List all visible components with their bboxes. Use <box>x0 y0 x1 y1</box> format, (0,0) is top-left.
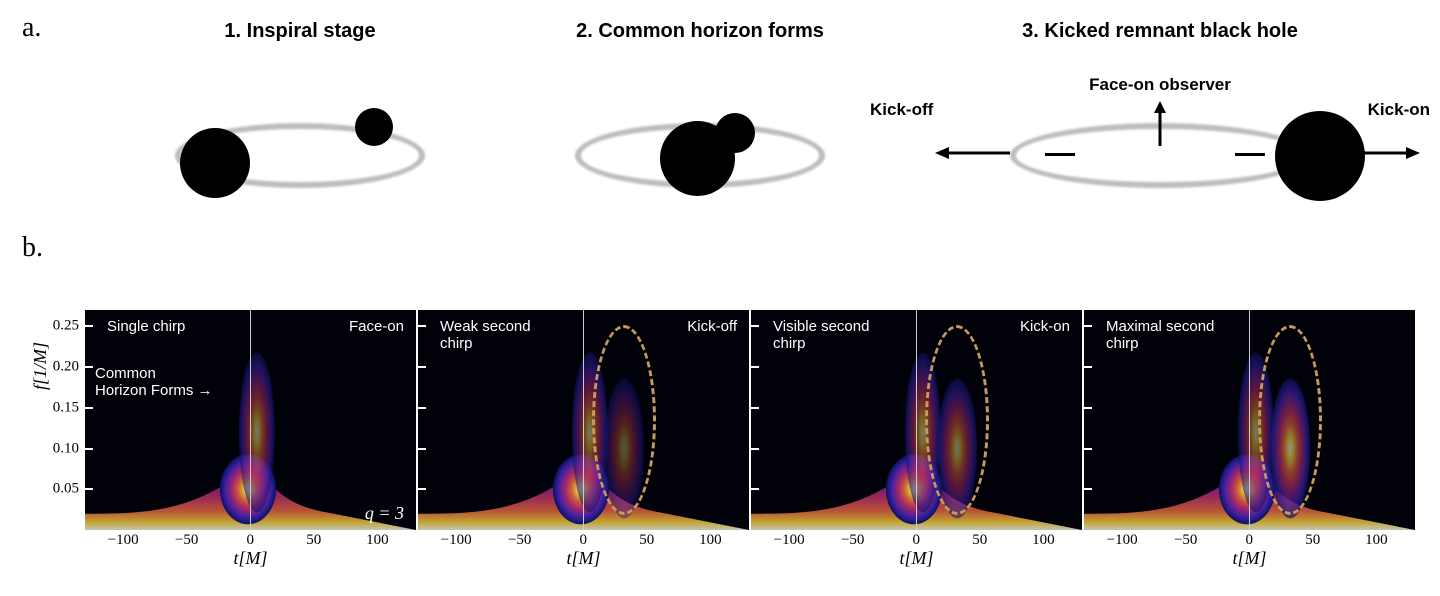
second-chirp-ellipse <box>592 325 656 515</box>
kick-off-label: Kick-off <box>870 100 933 120</box>
xtick-label: 100 <box>699 532 722 549</box>
panel-top-left-label: Weak second chirp <box>440 318 531 352</box>
panel-b: Single chirp Face-on Common Horizon Forms … <box>85 310 1415 570</box>
panel-top-right-label: Face-on <box>349 318 404 335</box>
xtick-label: 50 <box>1305 532 1320 549</box>
panel-b-label: b. <box>22 232 43 264</box>
orbit-dash-left <box>1045 153 1075 156</box>
x-axis-label: t[M] <box>233 548 267 569</box>
ytick-mark <box>1084 448 1092 450</box>
panel-top-right-label: Kick-on <box>1020 318 1070 335</box>
xtick-label: 100 <box>1365 532 1388 549</box>
kick-off-arrow <box>935 143 1015 163</box>
spectrogram-panel-3: Maximal second chirp−100−50050100t[M] <box>1084 310 1415 530</box>
xtick-label: 0 <box>913 532 921 549</box>
ytick-mark <box>1084 407 1092 409</box>
spectrogram-panel-2: Visible second chirpKick-on−100−50050100… <box>751 310 1082 530</box>
ytick-mark <box>418 488 426 490</box>
ytick-mark <box>418 407 426 409</box>
spectrogram-panel-0: Single chirp Face-on Common Horizon Forms … <box>85 310 416 530</box>
panel-top-left-label: Single chirp <box>107 318 185 335</box>
ytick-mark <box>751 366 759 368</box>
x-axis-label: t[M] <box>899 548 933 569</box>
xtick-label: 0 <box>1246 532 1254 549</box>
xtick-label: −100 <box>774 532 805 549</box>
ytick-mark <box>85 366 93 368</box>
kick-on-label: Kick-on <box>1368 100 1430 120</box>
panel-a: 1. Inspiral stage 2. Common horizon form… <box>100 20 1420 220</box>
stage-common-horizon: 2. Common horizon forms <box>500 20 900 220</box>
ytick-mark <box>1084 366 1092 368</box>
xtick-label: −100 <box>441 532 472 549</box>
panel-top-left-label: Maximal second chirp <box>1106 318 1214 352</box>
stage-inspiral: 1. Inspiral stage <box>100 20 500 220</box>
xtick-label: −50 <box>508 532 531 549</box>
second-chirp-ellipse <box>925 325 989 515</box>
ytick-mark <box>751 407 759 409</box>
xtick-label: −50 <box>1174 532 1197 549</box>
common-horizon-label: Common Horizon Forms → <box>95 365 213 399</box>
ytick-mark <box>1084 325 1092 327</box>
ytick-mark <box>751 488 759 490</box>
second-chirp-ellipse <box>1258 325 1322 515</box>
stage-3-diagram <box>990 73 1330 193</box>
black-hole-remnant <box>1275 111 1365 201</box>
panel-top-left-label: Visible second chirp <box>773 318 869 352</box>
ytick-mark <box>751 448 759 450</box>
stage-2-title: 2. Common horizon forms <box>500 20 900 43</box>
face-on-arrow <box>1145 101 1175 151</box>
spectrogram-panel-1: Weak second chirpKick-off−100−50050100t[… <box>418 310 749 530</box>
ytick-mark <box>418 448 426 450</box>
xtick-label: 0 <box>580 532 588 549</box>
ytick-label: 0.25 <box>53 318 79 335</box>
y-axis-label: f[1/M] <box>30 342 51 390</box>
t-zero-line <box>583 310 584 530</box>
xtick-label: −100 <box>1107 532 1138 549</box>
xtick-label: −100 <box>108 532 139 549</box>
black-hole-small <box>355 108 393 146</box>
stage-kicked-remnant: 3. Kicked remnant black hole Face-on obs… <box>900 20 1420 220</box>
ytick-mark <box>85 325 93 327</box>
stage-2-diagram <box>560 73 840 193</box>
xtick-label: 50 <box>639 532 654 549</box>
xtick-label: 100 <box>366 532 389 549</box>
black-hole-large <box>180 128 250 198</box>
ytick-mark <box>418 325 426 327</box>
xtick-label: 50 <box>306 532 321 549</box>
ytick-mark <box>85 448 93 450</box>
ytick-mark <box>85 488 93 490</box>
ytick-mark <box>1084 488 1092 490</box>
xtick-label: 0 <box>247 532 255 549</box>
stage-1-diagram <box>160 73 440 193</box>
xtick-label: 100 <box>1032 532 1055 549</box>
xtick-label: −50 <box>841 532 864 549</box>
x-axis-label: t[M] <box>1232 548 1266 569</box>
ytick-label: 0.15 <box>53 399 79 416</box>
ytick-label: 0.20 <box>53 359 79 376</box>
ytick-mark <box>418 366 426 368</box>
stage-3-title: 3. Kicked remnant black hole <box>900 20 1420 43</box>
ytick-label: 0.05 <box>53 481 79 498</box>
t-zero-line <box>250 310 251 530</box>
t-zero-line <box>916 310 917 530</box>
q-label: q = 3 <box>365 503 404 524</box>
ytick-mark <box>751 325 759 327</box>
stage-1-title: 1. Inspiral stage <box>100 20 500 43</box>
panel-a-label: a. <box>22 12 41 44</box>
xtick-label: −50 <box>175 532 198 549</box>
t-zero-line <box>1249 310 1250 530</box>
ytick-label: 0.10 <box>53 440 79 457</box>
orbit-dash-right <box>1235 153 1265 156</box>
kick-on-arrow <box>1360 143 1420 163</box>
black-hole-merged-small <box>715 113 755 153</box>
ytick-mark <box>85 407 93 409</box>
panel-top-right-label: Kick-off <box>687 318 737 335</box>
x-axis-label: t[M] <box>566 548 600 569</box>
xtick-label: 50 <box>972 532 987 549</box>
